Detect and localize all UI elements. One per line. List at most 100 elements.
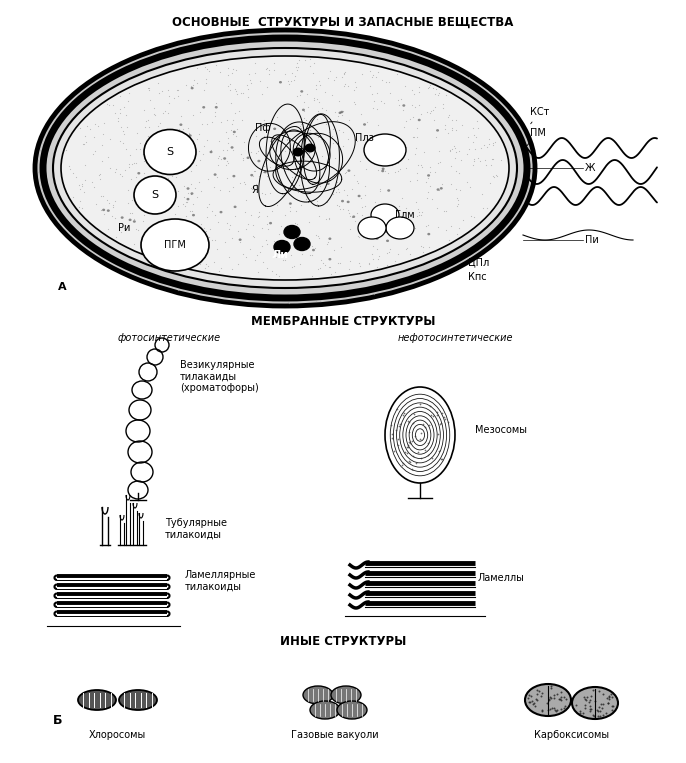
Point	[328, 244, 339, 256]
Point	[102, 98, 113, 110]
Point	[407, 98, 418, 111]
Point	[270, 299, 281, 311]
Point	[479, 178, 490, 190]
Point	[368, 189, 379, 201]
Point	[215, 116, 226, 128]
Point	[220, 58, 230, 70]
Point	[212, 246, 223, 259]
Point	[87, 148, 98, 160]
Ellipse shape	[418, 119, 421, 121]
Ellipse shape	[233, 130, 236, 134]
Point	[376, 215, 387, 227]
Point	[186, 179, 197, 191]
Point	[294, 89, 305, 101]
Point	[246, 208, 257, 221]
Point	[262, 85, 273, 97]
Ellipse shape	[364, 134, 406, 166]
Point	[306, 123, 317, 135]
Point	[173, 90, 184, 102]
Point	[97, 139, 108, 151]
Point	[444, 120, 455, 132]
Point	[274, 227, 285, 240]
Point	[112, 171, 123, 183]
Point	[272, 53, 283, 65]
Point	[254, 170, 265, 182]
Point	[370, 154, 381, 166]
Point	[111, 227, 122, 239]
Point	[179, 156, 190, 168]
Point	[462, 206, 473, 218]
Point	[432, 406, 443, 418]
Point	[144, 94, 155, 106]
Point	[402, 134, 413, 146]
Point	[316, 138, 327, 150]
Point	[193, 165, 204, 177]
Point	[184, 167, 195, 179]
Point	[297, 140, 308, 152]
Point	[276, 137, 287, 149]
Point	[357, 202, 368, 214]
Point	[333, 85, 344, 97]
Point	[392, 155, 403, 167]
Point	[179, 173, 190, 185]
Point	[400, 237, 411, 249]
Point	[296, 38, 307, 50]
Point	[280, 146, 291, 158]
Point	[225, 229, 236, 241]
Point	[202, 183, 213, 195]
Point	[227, 155, 238, 167]
Point	[392, 247, 403, 259]
Point	[602, 697, 613, 709]
Point	[163, 229, 174, 241]
Point	[308, 143, 319, 156]
Point	[262, 223, 273, 235]
Point	[546, 681, 557, 694]
Point	[442, 111, 453, 124]
Point	[358, 134, 369, 146]
Point	[144, 121, 155, 134]
Point	[342, 172, 353, 184]
Point	[432, 134, 443, 146]
Point	[300, 143, 311, 155]
Point	[71, 230, 82, 243]
Point	[187, 204, 198, 217]
Point	[493, 208, 504, 221]
Point	[604, 690, 615, 702]
Point	[423, 128, 434, 140]
Point	[283, 163, 294, 175]
Point	[328, 111, 339, 123]
Ellipse shape	[572, 687, 618, 719]
Point	[408, 130, 419, 143]
Point	[123, 261, 134, 273]
Point	[323, 52, 334, 64]
Point	[387, 115, 398, 127]
Point	[242, 49, 253, 61]
Point	[99, 112, 110, 124]
Point	[131, 60, 142, 72]
Point	[202, 259, 213, 272]
Point	[510, 144, 521, 156]
Point	[423, 437, 434, 449]
Point	[226, 118, 237, 130]
Point	[213, 156, 224, 168]
Point	[247, 181, 258, 193]
Point	[316, 101, 327, 114]
Point	[303, 151, 314, 163]
Point	[160, 181, 171, 193]
Point	[388, 153, 399, 165]
Point	[187, 224, 198, 236]
Point	[314, 95, 324, 108]
Point	[180, 76, 191, 89]
Ellipse shape	[346, 201, 350, 203]
Point	[404, 114, 415, 126]
Point	[294, 219, 305, 231]
Point	[422, 219, 433, 231]
Point	[525, 696, 536, 708]
Point	[171, 172, 182, 184]
Point	[342, 204, 353, 216]
Point	[478, 195, 489, 207]
Point	[416, 161, 427, 173]
Point	[116, 170, 127, 182]
Point	[110, 246, 121, 258]
Point	[152, 121, 163, 133]
